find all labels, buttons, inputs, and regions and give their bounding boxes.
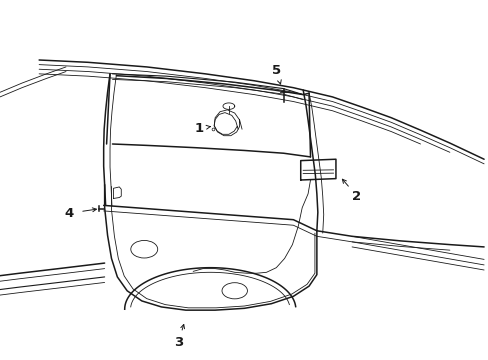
Text: 1: 1 [195, 122, 203, 135]
Text: 2: 2 [352, 190, 361, 203]
Text: 5: 5 [271, 64, 280, 77]
Text: 4: 4 [65, 207, 74, 220]
Text: 3: 3 [174, 336, 183, 349]
